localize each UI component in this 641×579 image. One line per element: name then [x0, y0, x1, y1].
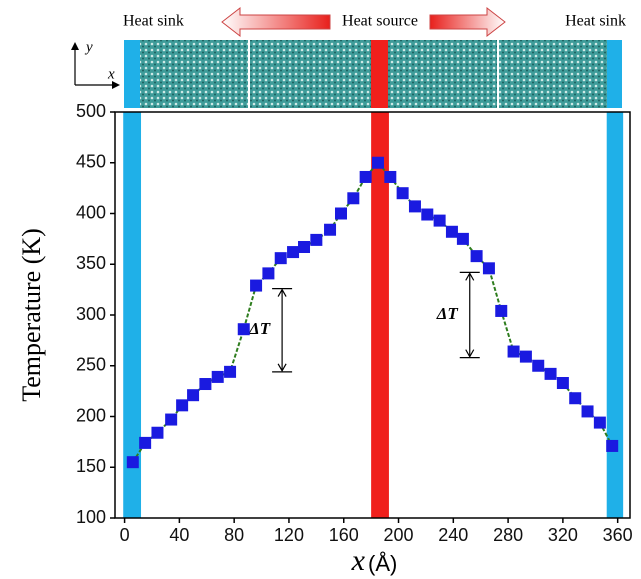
- source: [371, 40, 388, 108]
- data-point: [224, 365, 237, 378]
- x-tick-label: 360: [603, 525, 633, 545]
- data-point: [126, 456, 139, 469]
- delta-head: [465, 272, 475, 358]
- x-tick-label: 240: [438, 525, 468, 545]
- band: [606, 112, 624, 518]
- x-axis-unit: (Å): [368, 551, 397, 576]
- x-tick-label: 0: [120, 525, 130, 545]
- axis-x-label: x: [107, 66, 115, 82]
- data-point: [482, 262, 495, 275]
- y-tick-label: 400: [76, 202, 106, 222]
- data-point: [324, 223, 337, 236]
- data-point: [250, 279, 263, 292]
- x-tick-label: 80: [224, 525, 244, 545]
- y-tick-label: 250: [76, 355, 106, 375]
- label-heat-sink: Heat sink: [123, 13, 184, 30]
- data-point: [433, 214, 446, 227]
- x-axis-var: x: [351, 544, 366, 577]
- band: [371, 112, 389, 518]
- data-point: [544, 367, 557, 380]
- delta-label: ΔT: [436, 304, 459, 323]
- data-point: [371, 156, 384, 169]
- y-tick-label: 350: [76, 253, 106, 273]
- label-heat-sink: Heat sink: [565, 13, 626, 30]
- y-tick-label: 100: [76, 507, 106, 527]
- data-point: [606, 439, 619, 452]
- data-point: [298, 240, 311, 253]
- y-tick-label: 150: [76, 456, 106, 476]
- data-point: [569, 392, 582, 405]
- x-tick-label: 280: [493, 525, 523, 545]
- x-tick-label: 120: [274, 525, 304, 545]
- data-point: [310, 233, 323, 246]
- schematic: [71, 6, 622, 108]
- delta-head: [277, 288, 287, 373]
- data-point: [187, 389, 200, 402]
- axis-y-label: y: [84, 39, 93, 55]
- data-point: [532, 359, 545, 372]
- y-tick-label: 450: [76, 152, 106, 172]
- data-point: [359, 170, 372, 183]
- band: [123, 112, 142, 518]
- data-point: [334, 207, 347, 220]
- trend-line: [131, 161, 614, 463]
- data-point: [211, 370, 224, 383]
- data-point: [396, 187, 409, 200]
- delta-label: ΔT: [248, 319, 271, 338]
- data-point: [456, 232, 469, 245]
- data-point: [165, 413, 178, 426]
- data-point: [581, 405, 594, 418]
- y-tick-label: 500: [76, 101, 106, 121]
- data-point: [237, 323, 250, 336]
- data-point: [593, 416, 606, 429]
- data-point: [495, 304, 508, 317]
- label-heat-source: Heat source: [342, 13, 418, 30]
- data-point: [445, 225, 458, 238]
- data-point: [139, 436, 152, 449]
- y-axis-title: Temperature (K): [17, 228, 46, 402]
- x-tick-label: 200: [384, 525, 414, 545]
- y-tick-label: 200: [76, 405, 106, 425]
- data-point: [199, 378, 212, 391]
- x-tick-label: 40: [169, 525, 189, 545]
- plot: 100 150 200 250 300 350 400 450 500 0 40 80 120 160 20…: [76, 101, 633, 545]
- x-tick-label: 160: [329, 525, 359, 545]
- data-point: [151, 426, 164, 439]
- data-point: [384, 170, 397, 183]
- arrow-heads: [71, 42, 120, 89]
- data-point: [347, 192, 360, 205]
- sink-right: [607, 40, 622, 108]
- arrow-right: [429, 6, 506, 38]
- data-point: [470, 250, 483, 263]
- data-point: [408, 200, 421, 213]
- data-point: [556, 377, 569, 390]
- data-point: [507, 345, 520, 358]
- sink-left: [124, 40, 140, 108]
- x-tick-label: 320: [548, 525, 578, 545]
- arrow-left: [221, 6, 331, 38]
- data-point: [519, 350, 532, 363]
- y-tick-label: 300: [76, 304, 106, 324]
- data-point: [176, 399, 189, 412]
- data-point: [287, 246, 300, 259]
- data-point: [274, 252, 287, 265]
- data-point: [421, 208, 434, 221]
- data-point: [262, 267, 275, 280]
